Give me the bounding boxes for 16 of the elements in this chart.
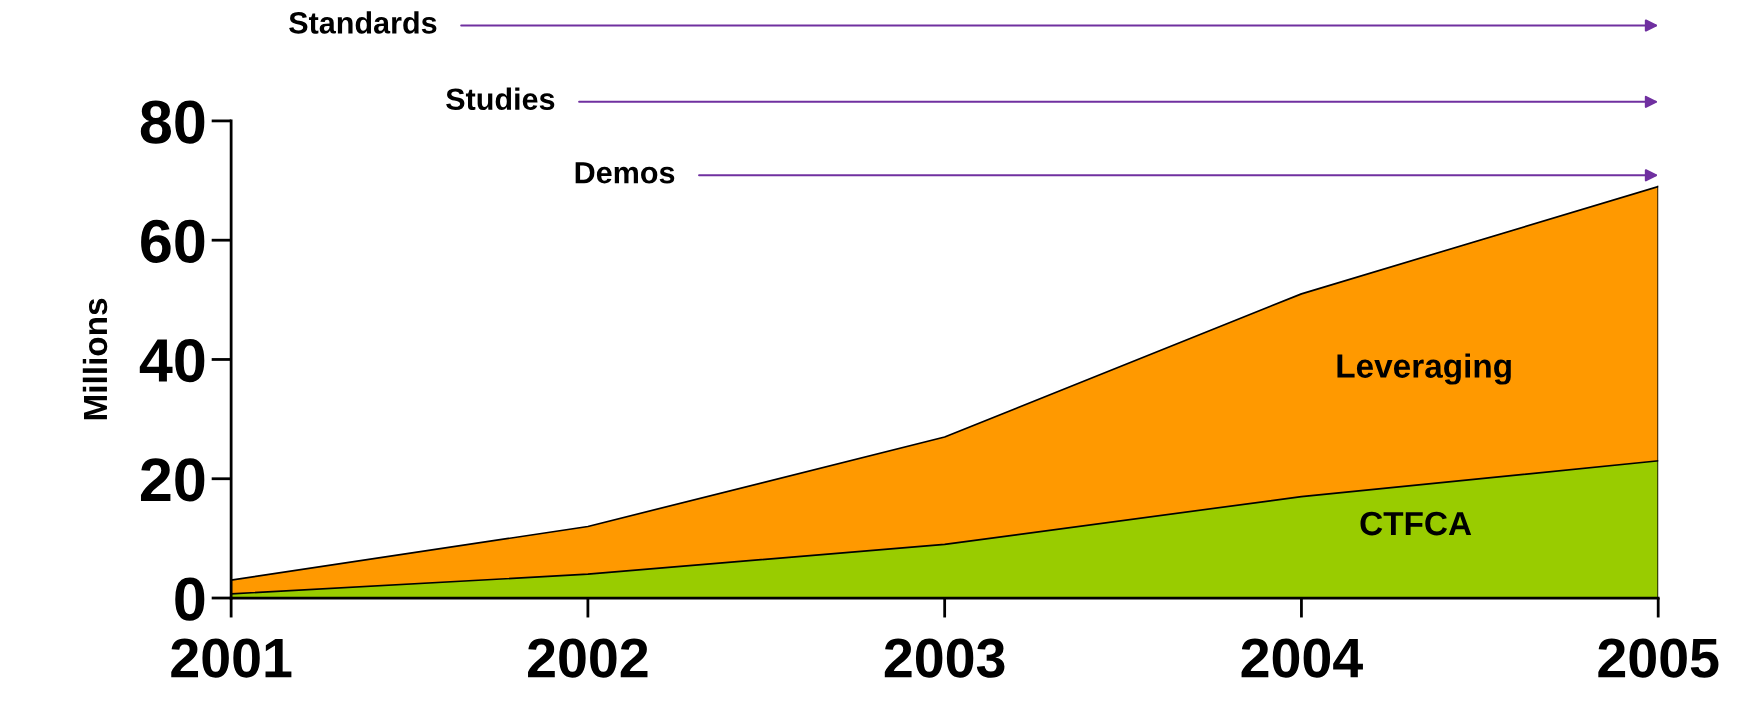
annotation: Demos (575, 162, 675, 184)
y-tick-label: 60 (141, 219, 205, 263)
series-label: Leveraging (1337, 353, 1511, 385)
x-tick-label: 2001 (171, 638, 292, 678)
text: Standards (289, 11, 437, 34)
x-tick-label: 2004 (1241, 638, 1363, 678)
series-label: CTFCA (1360, 511, 1472, 536)
y-axis-title: Millions (82, 298, 108, 420)
y-tick-label: 80 (140, 100, 205, 144)
x-tick-label: 2005 (1598, 638, 1719, 678)
text: Studies (446, 87, 555, 111)
y-tick-label: 40 (139, 338, 205, 383)
y-tick-label: 0 (175, 577, 205, 621)
x-tick-label: 2003 (884, 638, 1005, 678)
x-tick-label: 2002 (528, 638, 648, 678)
y-tick-label: 20 (140, 458, 205, 502)
